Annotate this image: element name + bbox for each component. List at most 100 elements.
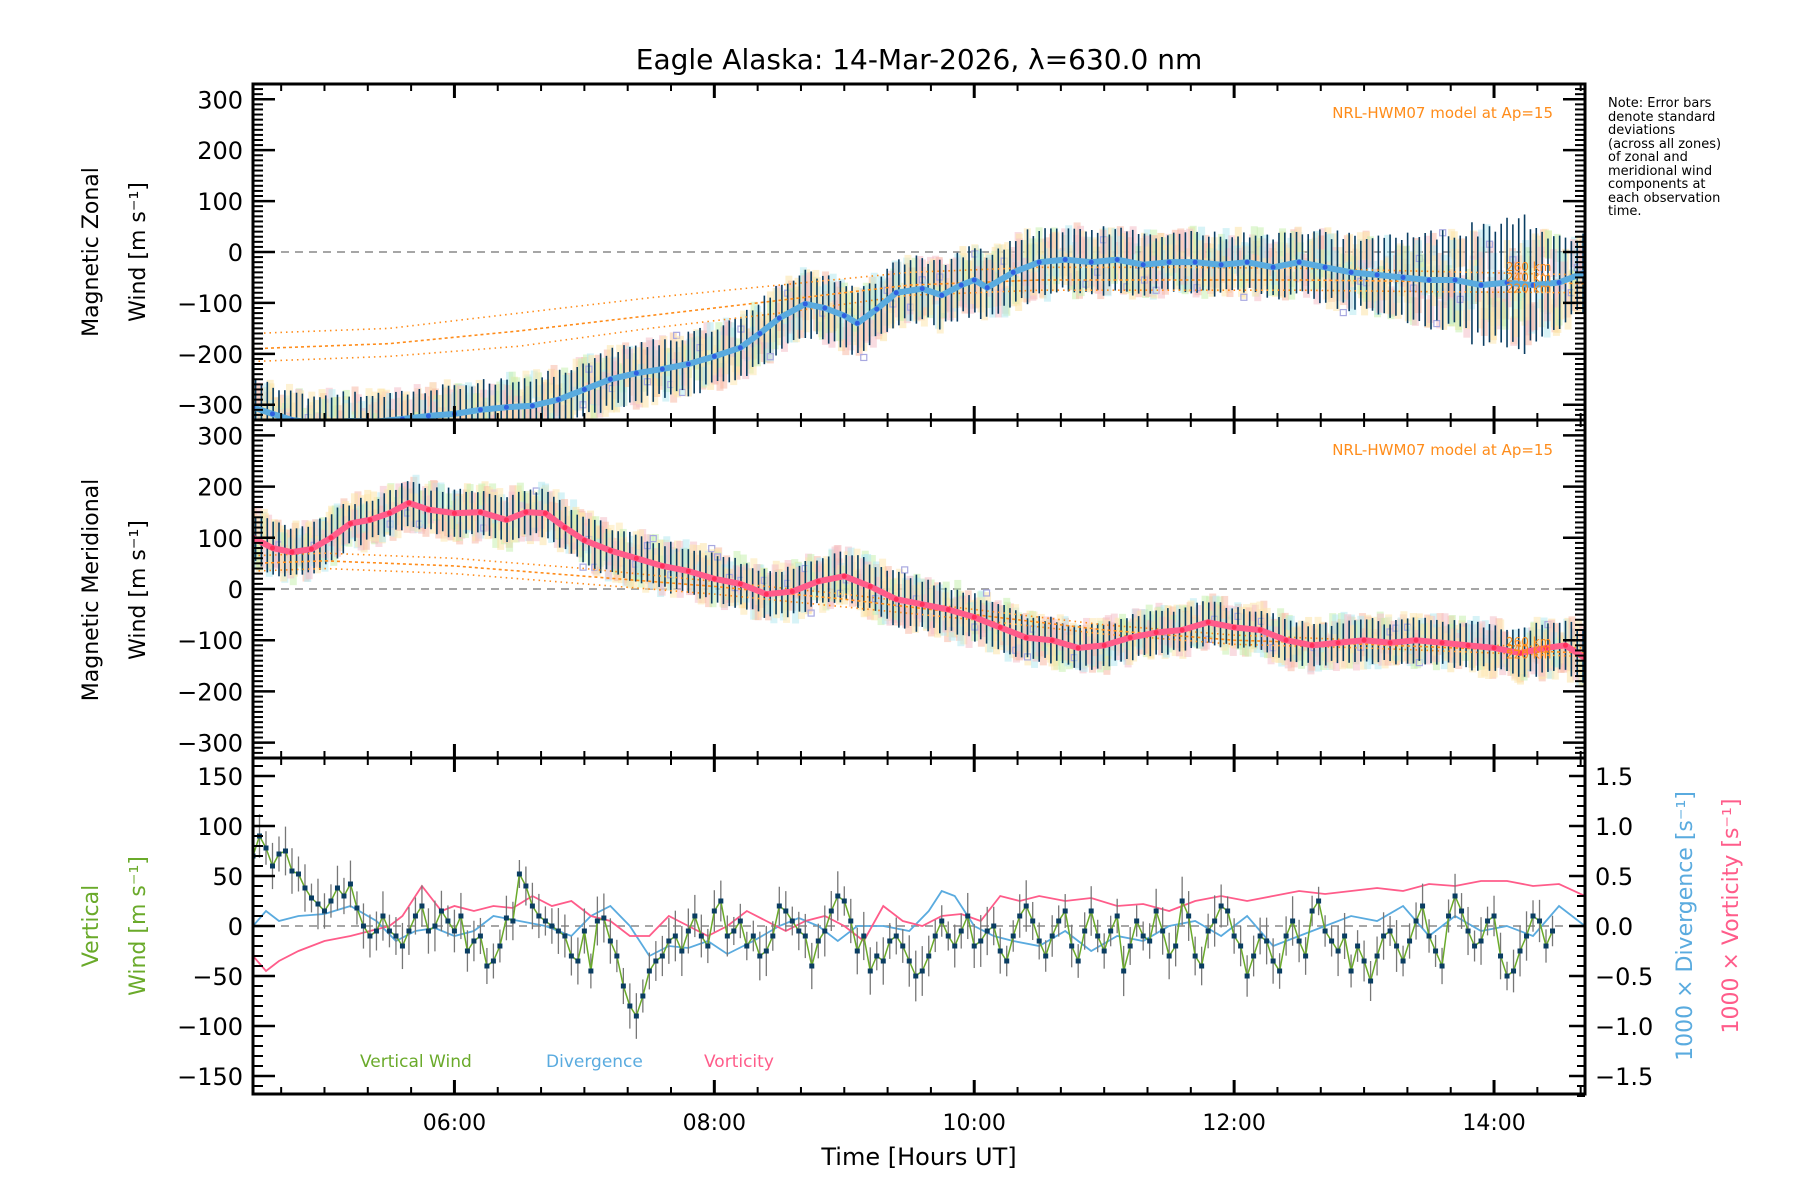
zone-sample [290,548,298,577]
zone-sample [542,483,550,512]
zone-sample [1130,633,1138,662]
vertical-wind-point [1557,0,1562,5]
zone-sample [586,394,594,420]
outlier-sample [901,566,909,574]
outlier-sample [294,448,300,454]
zone-sample [1020,240,1028,269]
zone-sample [440,513,448,542]
mean-point [659,563,665,569]
zone-sample [371,391,379,420]
y2-tick-label: 0.5 [1595,863,1633,891]
zone-sample [964,260,972,289]
legend-vorticity: Vorticity [704,1052,774,1072]
zone-sample [513,401,521,420]
zone-sample [303,418,311,420]
zone-sample [394,387,402,416]
model-line-km [253,289,1585,363]
zone-sample [1490,252,1498,281]
vertical-wind-point [666,938,672,944]
vertical-wind-point [965,913,971,919]
zone-sample [413,384,421,413]
meridional-ylabel-line2: Wind [m s⁻¹] [126,520,151,660]
zone-sample [869,319,877,348]
vertical-wind-point [750,933,756,939]
zone-sample [390,418,398,420]
mean-point [1556,280,1562,286]
vertical-wind-point [1426,933,1432,939]
zone-sample [1272,243,1280,272]
zone-sample [653,561,661,590]
zone-sample [1144,269,1152,298]
vorticity-y2label: 1000 × Vorticity [s⁻¹] [1719,799,1744,1034]
zone-sample [283,408,291,420]
mean-point [945,606,951,612]
zone-sample [1511,290,1519,319]
vertical-wind-point [315,901,321,907]
y2-tick-label: 0.0 [1595,913,1633,941]
zone-sample [972,599,980,628]
zone-sample [1414,629,1422,658]
zone-sample [342,427,349,455]
zone-sample [852,303,860,332]
mean-point [971,277,977,283]
vertical-wind-point [1140,933,1146,939]
zone-sample [379,514,387,543]
zone-sample [1221,268,1229,297]
zone-sample [969,276,977,305]
vertical-wind-point [1394,943,1400,949]
zone-sample [771,321,779,350]
mean-point [737,345,743,351]
vertical-wind-point [627,1003,633,1009]
vertical-wind-point [1550,928,1556,934]
zone-sample [607,384,615,413]
zone-sample [314,425,321,453]
zone-sample [308,391,316,420]
zonal-ylabel-line2: Wind [m s⁻¹] [126,182,151,322]
model-altitude-label: 240 km [1506,642,1551,656]
zone-sample [1179,230,1187,259]
zone-sample [422,422,429,450]
vertical-wind-point [588,968,594,974]
zone-sample [1572,286,1580,315]
zone-sample [987,259,995,288]
zone-sample [847,291,855,320]
zone-sample [811,572,819,601]
vertical-wind-point [763,948,769,954]
y-tick-label: 100 [197,188,243,216]
vertical-wind-point [1173,943,1179,949]
zone-sample [357,425,364,453]
mean-point [1075,645,1081,651]
vertical-wind-point [705,943,711,949]
zone-sample [311,519,319,548]
zone-sample [386,422,393,450]
zone-sample [606,345,614,374]
zone-sample [900,292,908,321]
vertical-wind-point [1283,933,1289,939]
vertical-wind-point [1420,903,1426,909]
zone-sample [834,281,842,310]
zone-sample [1086,264,1094,293]
zone-sample [1126,636,1134,665]
mean-point [367,517,373,523]
zone-sample [1266,267,1274,296]
y-tick-label: 0 [228,239,243,267]
vertical-wind-point [1199,963,1205,969]
zonal-model-label: NRL-HWM07 model at Ap=15 [1332,104,1553,122]
zone-sample [1145,604,1153,633]
zone-sample [1367,239,1375,268]
zone-sample [706,322,714,351]
zone-sample [1501,631,1509,660]
vertical-wind-point [1212,918,1218,924]
mean-point [425,507,431,513]
zone-sample [344,420,351,448]
zone-sample [843,551,851,580]
vertical-wind-point [354,905,360,911]
vertical-wind-point [906,958,912,964]
vertical-wind-point [1277,968,1283,974]
vertical-wind-point [289,868,295,874]
vertical-wind-point [1517,948,1523,954]
zone-sample [864,314,872,343]
zone-sample [1080,259,1088,288]
zone-sample [1015,238,1023,267]
x-tick-label: 14:00 [1462,1111,1525,1136]
